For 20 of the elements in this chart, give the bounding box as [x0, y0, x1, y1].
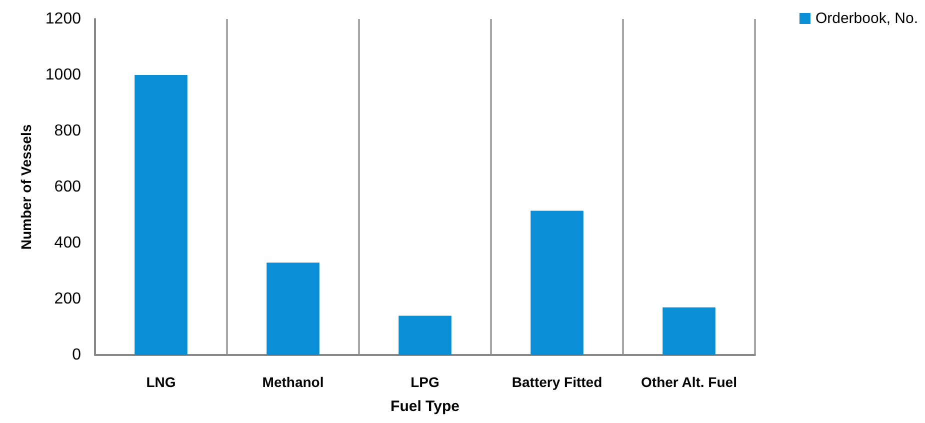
y-tick-label: 200: [54, 290, 82, 308]
y-tick-label: 600: [54, 178, 82, 196]
x-tick-label: Other Alt. Fuel: [641, 374, 737, 390]
x-tick-label: Battery Fitted: [512, 374, 602, 390]
x-tick-label: LPG: [410, 374, 440, 390]
x-axis-title: Fuel Type: [390, 398, 460, 415]
bar: [266, 262, 320, 355]
y-tick-label: 1200: [45, 10, 82, 28]
y-axis-title: Number of Vessels: [18, 124, 34, 250]
bar: [662, 307, 716, 355]
y-tick-label: 400: [54, 234, 82, 252]
bar: [398, 316, 452, 355]
bar: [530, 210, 584, 355]
y-tick-label: 0: [72, 346, 82, 364]
bar: [134, 75, 188, 355]
legend-label: Orderbook, No.: [815, 10, 918, 27]
y-tick-label: 800: [54, 122, 82, 140]
x-tick-label: Methanol: [262, 374, 324, 390]
y-tick-label: 1000: [45, 66, 82, 84]
x-tick-label: LNG: [146, 374, 176, 390]
